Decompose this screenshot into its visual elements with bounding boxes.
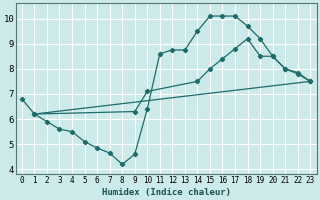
X-axis label: Humidex (Indice chaleur): Humidex (Indice chaleur) xyxy=(101,188,231,197)
